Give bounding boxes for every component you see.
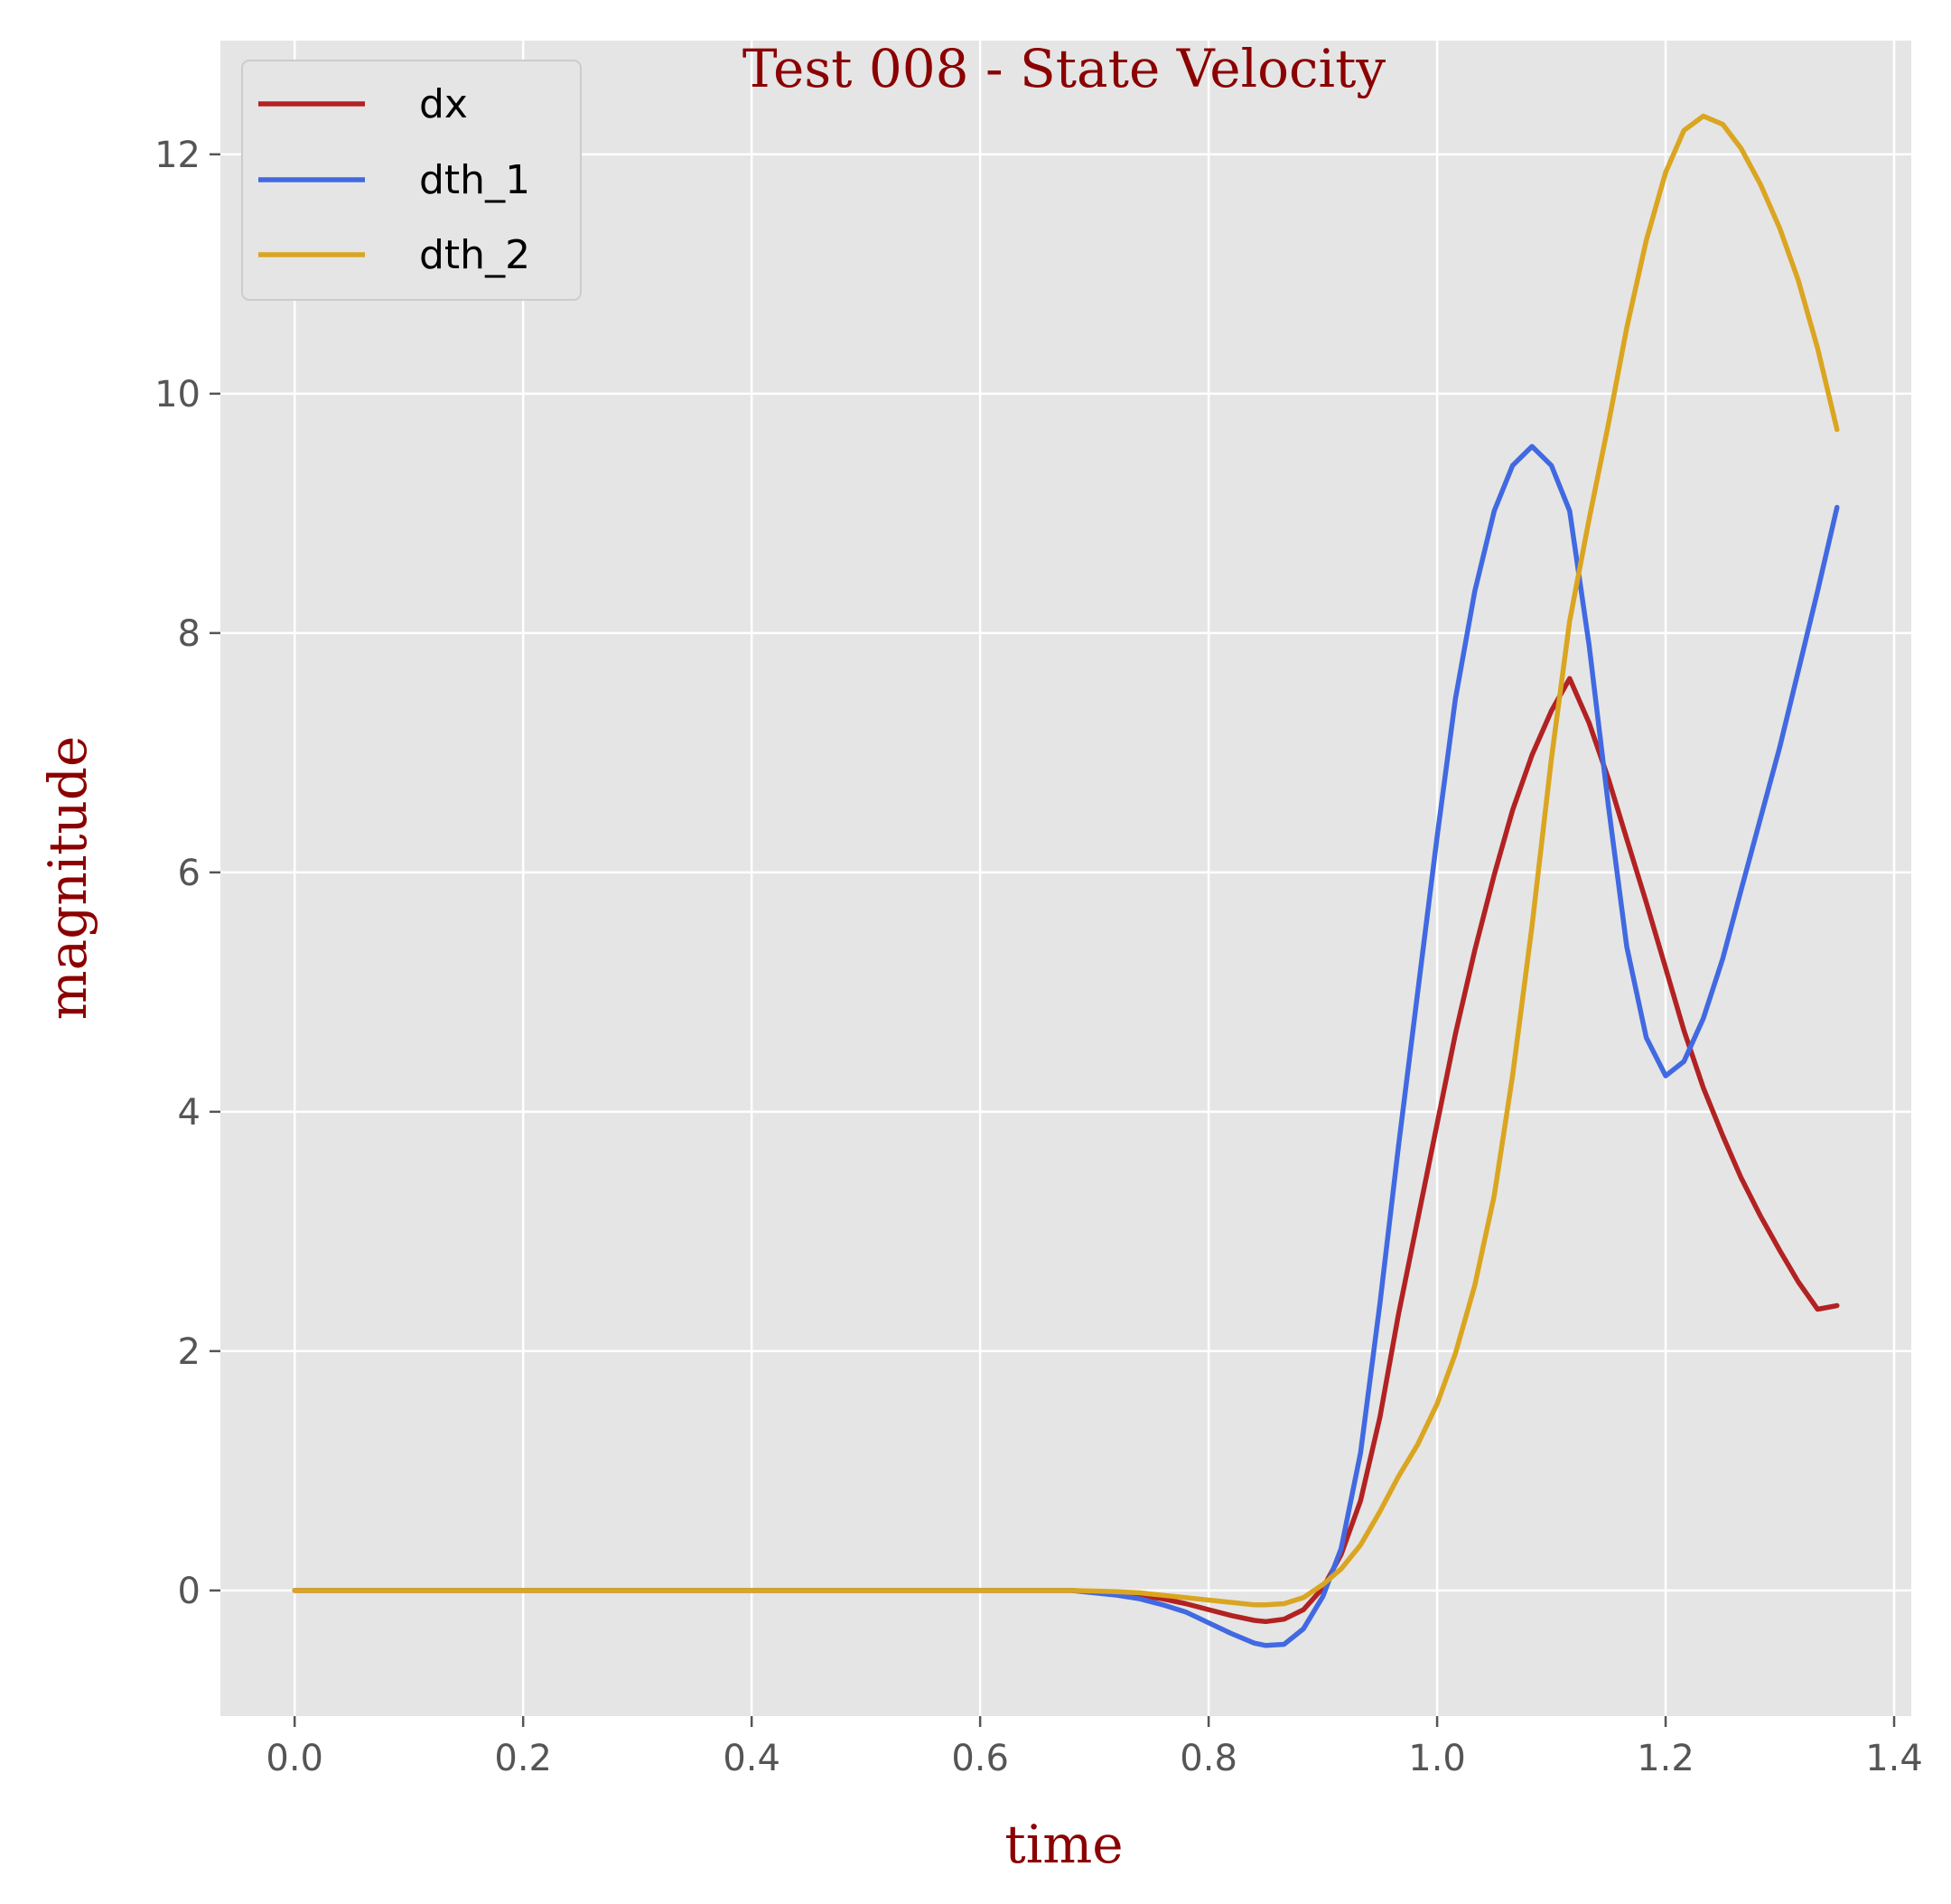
legend-label-dx: dx [419, 81, 468, 127]
legend-box [241, 60, 582, 301]
y-tick-label: 8 [178, 613, 201, 655]
series-lines [292, 113, 1840, 1648]
y-tick-label: 4 [178, 1092, 201, 1134]
axis-ticks: 0.0 0.2 0.4 0.6 0.8 1.0 1.2 1.4 0 2 4 6 8 10 12 [154, 135, 1923, 1779]
x-tick-label: 0.4 [723, 1738, 780, 1779]
y-axis-title: magnitude [37, 736, 98, 1021]
legend-label-dth_1: dth_1 [419, 157, 530, 203]
legend: dx dth_1 dth_2 [241, 60, 582, 301]
x-tick-label: 0.2 [494, 1738, 552, 1779]
y-tick-label: 6 [178, 853, 201, 894]
x-tick-label: 0.8 [1180, 1738, 1237, 1779]
x-tick-label: 0.0 [266, 1738, 323, 1779]
y-tick-label: 12 [154, 135, 201, 176]
legend-label-dth_2: dth_2 [419, 232, 530, 278]
x-tick-label: 1.0 [1408, 1738, 1466, 1779]
x-axis-title: time [1004, 1814, 1123, 1875]
x-tick-label: 1.2 [1637, 1738, 1694, 1779]
x-tick-label: 1.4 [1865, 1738, 1923, 1779]
series-line-dth_2 [292, 113, 1840, 1608]
x-tick-label: 0.6 [951, 1738, 1009, 1779]
y-tick-label: 0 [178, 1571, 201, 1612]
chart-title: Test 008 - State Velocity [742, 38, 1386, 99]
y-tick-label: 2 [178, 1331, 201, 1373]
y-tick-label: 10 [154, 374, 201, 415]
